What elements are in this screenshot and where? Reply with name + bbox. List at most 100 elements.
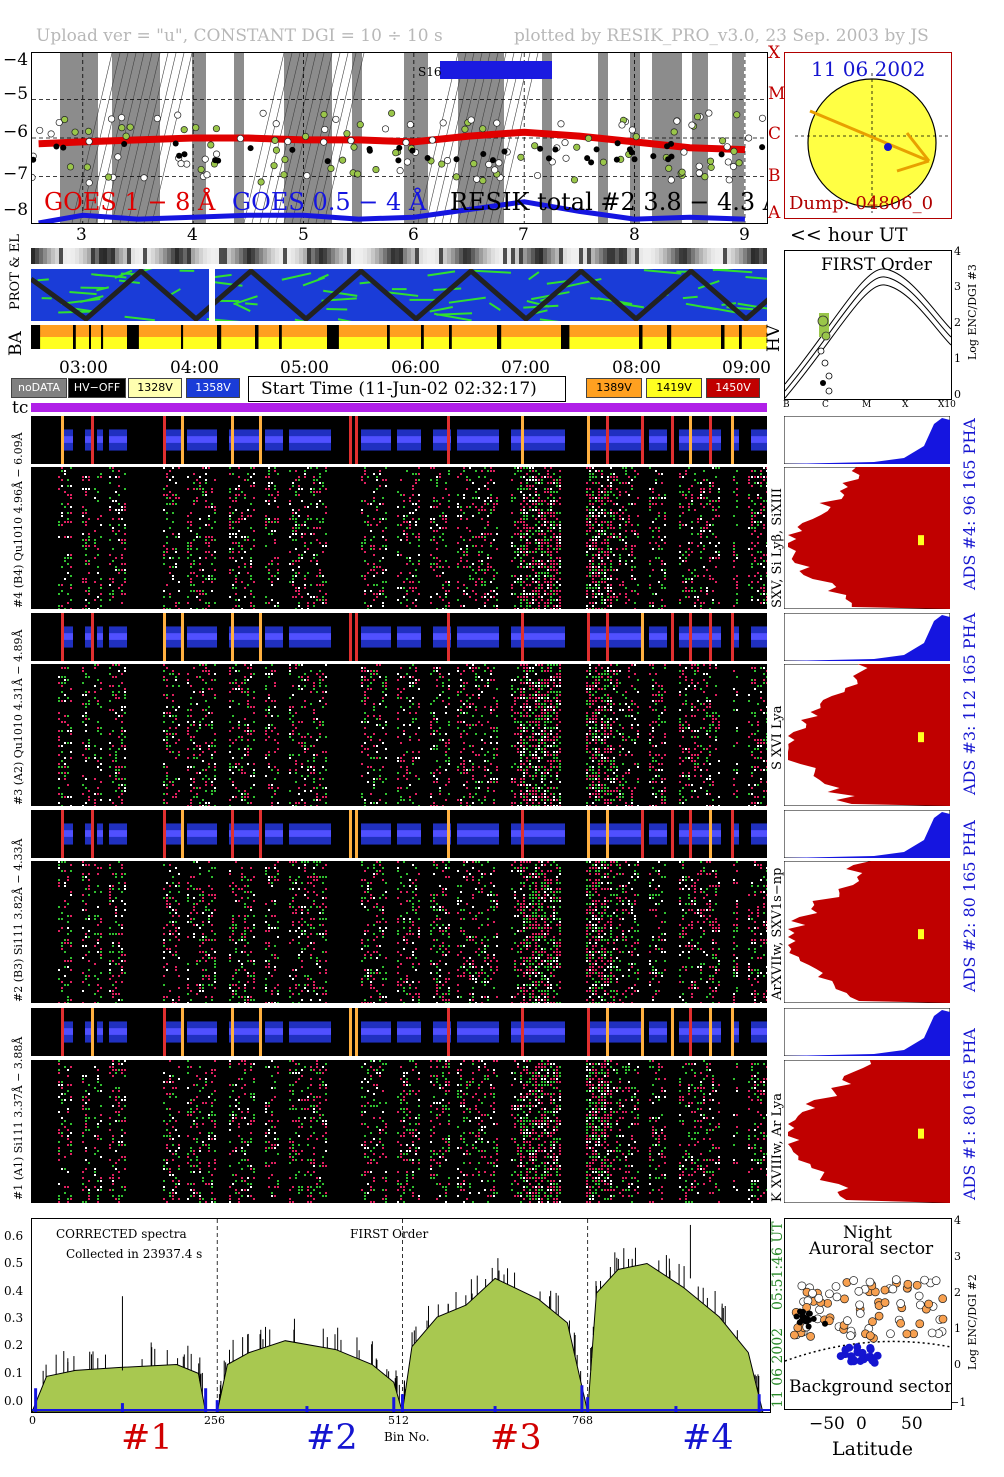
spectrogram-pixel bbox=[529, 530, 531, 532]
spectrogram-pixel bbox=[373, 548, 375, 550]
spectrogram-pixel bbox=[400, 760, 402, 762]
spectrogram-pixel bbox=[586, 605, 588, 607]
spectrogram-pixel bbox=[229, 572, 231, 574]
spectrogram-pixel bbox=[700, 536, 702, 538]
spectrogram-pixel bbox=[661, 539, 663, 541]
spectrogram-pixel bbox=[610, 491, 612, 493]
spectrogram-pixel bbox=[247, 700, 249, 702]
spectrogram-pixel bbox=[304, 736, 306, 738]
resik-point bbox=[212, 125, 220, 133]
spectrogram-pixel bbox=[529, 584, 531, 586]
spectrogram-pixel bbox=[532, 497, 534, 499]
spectrogram-pixel bbox=[472, 563, 474, 565]
spectrogram-pixel bbox=[250, 676, 252, 678]
spectrogram-pixel bbox=[118, 518, 120, 520]
spectrogram-pixel bbox=[193, 503, 195, 505]
spectrogram-pixel bbox=[460, 685, 462, 687]
spectrogram-pixel bbox=[535, 751, 537, 753]
spectrogram-pixel bbox=[121, 518, 123, 520]
spectrogram-pixel bbox=[214, 569, 216, 571]
spectrogram-pixel bbox=[523, 494, 525, 496]
spectrogram-pixel bbox=[751, 512, 753, 514]
spectrogram-pixel bbox=[124, 778, 126, 780]
intensity-band bbox=[493, 436, 499, 443]
spectrogram-pixel bbox=[520, 745, 522, 747]
spectrogram-pixel bbox=[412, 802, 414, 804]
spectrogram-pixel bbox=[493, 539, 495, 541]
spectrogram-pixel bbox=[118, 769, 120, 771]
spectrogram-pixel bbox=[304, 551, 306, 553]
spectrogram-pixel bbox=[211, 790, 213, 792]
tc-bar bbox=[31, 403, 767, 412]
spectrogram-pixel bbox=[610, 509, 612, 511]
spectrogram-pixel bbox=[520, 581, 522, 583]
spectrogram-pixel bbox=[97, 548, 99, 550]
spectrogram-pixel bbox=[751, 599, 753, 601]
spectrogram-pixel bbox=[433, 497, 435, 499]
spectrogram-pixel bbox=[436, 566, 438, 568]
spectrogram-pixel bbox=[592, 608, 594, 609]
spectrogram-pixel bbox=[541, 560, 543, 562]
spectrogram-pixel bbox=[187, 542, 189, 544]
strip-cell bbox=[219, 248, 223, 264]
spectrogram-pixel bbox=[520, 578, 522, 580]
spectrogram-pixel bbox=[526, 473, 528, 475]
spectrogram-pixel bbox=[442, 599, 444, 601]
spectrogram-pixel bbox=[703, 545, 705, 547]
goes-ytick: −7 bbox=[3, 164, 29, 184]
spectrogram-pixel bbox=[244, 730, 246, 732]
spectrogram-pixel bbox=[685, 524, 687, 526]
spectrogram-pixel bbox=[430, 518, 432, 520]
spectrogram-pixel bbox=[526, 670, 528, 672]
resik-point bbox=[467, 116, 475, 124]
spectrogram-pixel bbox=[208, 748, 210, 750]
spectrogram-pixel bbox=[67, 766, 69, 768]
spectrogram-pixel bbox=[190, 766, 192, 768]
spectrogram-pixel bbox=[67, 593, 69, 595]
spectrogram-pixel bbox=[295, 539, 297, 541]
spectrogram-pixel bbox=[619, 554, 621, 556]
spectrogram-pixel bbox=[211, 742, 213, 744]
spectrogram-pixel bbox=[85, 715, 87, 717]
spectrogram-pixel bbox=[376, 506, 378, 508]
spectrogram-pixel bbox=[535, 518, 537, 520]
spectrogram-pixel bbox=[532, 712, 534, 714]
spectrogram-pixel bbox=[250, 467, 252, 469]
spectrogram-pixel bbox=[733, 515, 735, 517]
spectrogram-pixel bbox=[655, 518, 657, 520]
spectrogram-pixel bbox=[436, 718, 438, 720]
spectrogram-pixel bbox=[325, 787, 327, 789]
spectrogram-pixel bbox=[67, 494, 69, 496]
flare-line bbox=[349, 416, 352, 464]
spectrogram-pixel bbox=[697, 521, 699, 523]
spectrogram-pixel bbox=[265, 566, 267, 568]
spectrogram-pixel bbox=[679, 473, 681, 475]
spectrogram-pixel bbox=[595, 536, 597, 538]
spectrogram-pixel bbox=[214, 775, 216, 777]
spectrogram-pixel bbox=[406, 769, 408, 771]
spectrogram-pixel bbox=[238, 530, 240, 532]
spectrogram-pixel bbox=[313, 685, 315, 687]
spectrogram-pixel bbox=[526, 712, 528, 714]
resik-point bbox=[354, 170, 362, 178]
spectrogram-pixel bbox=[292, 721, 294, 723]
spectrogram-pixel bbox=[556, 512, 558, 514]
intensity-band bbox=[271, 436, 277, 443]
spectrogram-pixel bbox=[433, 569, 435, 571]
spectrogram-pixel bbox=[97, 787, 99, 789]
spectrogram-pixel bbox=[631, 590, 633, 592]
spectrogram-pixel bbox=[544, 488, 546, 490]
spectrogram-pixel bbox=[190, 563, 192, 565]
spectrogram-pixel bbox=[238, 763, 240, 765]
proton-trace bbox=[705, 306, 736, 314]
goes-ytick: −4 bbox=[3, 50, 29, 70]
spectrogram-pixel bbox=[538, 479, 540, 481]
spectrogram-pixel bbox=[409, 796, 411, 798]
spectrogram-pixel bbox=[550, 539, 552, 541]
strip-cell bbox=[731, 248, 735, 264]
spectrogram-pixel bbox=[682, 575, 684, 577]
spectrogram-pixel bbox=[718, 515, 720, 517]
flare-line bbox=[231, 416, 234, 464]
spectrogram-pixel bbox=[733, 578, 735, 580]
spectrogram-pixel bbox=[757, 572, 759, 574]
